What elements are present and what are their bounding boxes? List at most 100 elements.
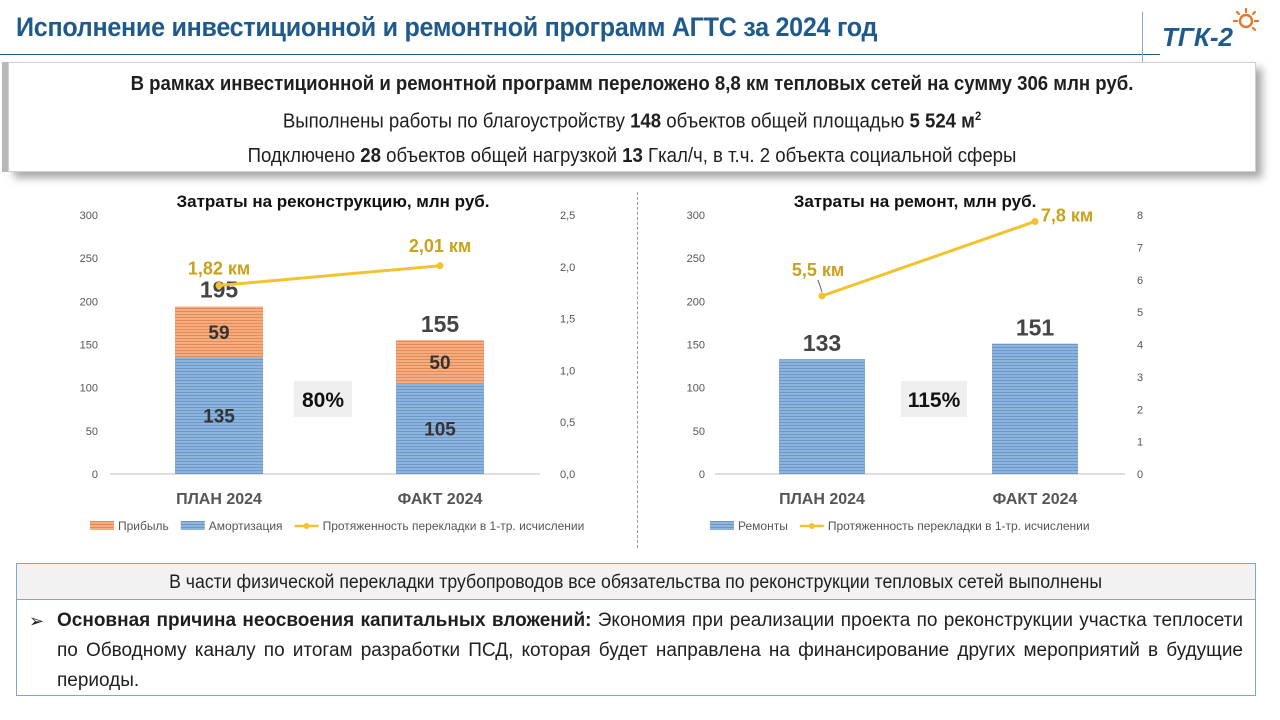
summary-line-connections: Подключено 28 объектов общей нагрузкой 1… bbox=[53, 145, 1212, 168]
percent-box bbox=[901, 381, 967, 417]
legend-line-marker bbox=[303, 523, 310, 529]
legend-line-marker bbox=[808, 523, 815, 529]
y-tick-label: 300 bbox=[687, 210, 705, 222]
summary-text: Гкал/ч, в т.ч. 2 объекта социальной сфер… bbox=[642, 145, 1017, 167]
y2-tick-label: 6 bbox=[1137, 275, 1143, 287]
line-point bbox=[215, 281, 223, 289]
summary-text: Выполнены работы по благоустройству bbox=[282, 110, 631, 133]
category-label: ПЛАН 2024 bbox=[779, 491, 865, 508]
y2-tick-label: 4 bbox=[1137, 340, 1143, 352]
summary-text: объектов общей нагрузкой bbox=[381, 145, 623, 167]
title-underline bbox=[0, 54, 1160, 55]
reason-box: ➢ Основная причина неосвоения капитальны… bbox=[16, 600, 1256, 696]
sun-icon bbox=[1232, 7, 1260, 32]
bullet-arrow-icon: ➢ bbox=[29, 611, 45, 631]
y-tick-label: 150 bbox=[687, 340, 705, 352]
y2-tick-label: 1 bbox=[1137, 437, 1143, 449]
y-tick-label: 200 bbox=[80, 296, 98, 308]
summary-line-landscaping: Выполнены работы по благоустройству 148 … bbox=[53, 109, 1212, 134]
bar-base bbox=[779, 359, 865, 474]
reason-label: Основная причина неосвоения капитальных … bbox=[57, 610, 592, 631]
bar-top bbox=[175, 306, 263, 358]
summary-line-networks: В рамках инвестиционной и ремонтной прог… bbox=[130, 73, 1134, 95]
bar-base bbox=[992, 343, 1078, 474]
bar-segment-label: 50 bbox=[429, 353, 450, 374]
y2-tick-label: 8 bbox=[1137, 210, 1143, 222]
label-leader-line bbox=[817, 279, 823, 293]
summary-text: объектов общей площадью bbox=[661, 110, 910, 133]
legend-swatch bbox=[180, 521, 205, 530]
chart-divider bbox=[637, 192, 638, 548]
summary-area-unit-sup: 2 bbox=[974, 109, 982, 123]
bar-base bbox=[175, 357, 263, 474]
legend-label: Амортизация bbox=[209, 519, 283, 533]
y-tick-label: 100 bbox=[687, 383, 705, 395]
bar-segment-label: 105 bbox=[424, 420, 456, 441]
bar-segment-label: 135 bbox=[203, 407, 235, 428]
legend-swatch bbox=[710, 521, 734, 530]
y-tick-label: 0 bbox=[699, 469, 705, 481]
summary-banner: В рамках инвестиционной и ремонтной прог… bbox=[8, 62, 1256, 172]
bar-top bbox=[396, 340, 484, 384]
y2-tick-label: 2,5 bbox=[560, 210, 575, 222]
y2-tick-label: 5 bbox=[1137, 307, 1143, 319]
legend-label: Прибыль bbox=[118, 519, 169, 533]
reconstruction-chart: Затраты на реконструкцию, млн руб. 0 50 100… bbox=[80, 192, 585, 533]
legend-swatch bbox=[90, 521, 114, 530]
y2-tick-label: 1,0 bbox=[560, 365, 575, 377]
bar-segment-label: 59 bbox=[208, 323, 229, 344]
line-series bbox=[821, 220, 1036, 298]
summary-text: Подключено bbox=[247, 145, 361, 167]
y2-tick-label: 0 bbox=[1137, 469, 1143, 481]
y2-tick-label: 2,0 bbox=[560, 262, 575, 274]
bar-total-label: 155 bbox=[421, 311, 460, 337]
line-point bbox=[1031, 217, 1039, 225]
legend-label: Протяженность перекладки в 1-тр. исчисле… bbox=[828, 519, 1090, 533]
y2-tick-label: 3 bbox=[1137, 372, 1143, 384]
line-point-label: 1,82 км bbox=[188, 258, 250, 278]
category-label: ФАКТ 2024 bbox=[993, 491, 1078, 508]
percent-label: 115% bbox=[908, 389, 961, 412]
y2-tick-label: 0,5 bbox=[560, 417, 575, 429]
y-tick-label: 100 bbox=[80, 383, 98, 395]
bar-total-label: 151 bbox=[1016, 315, 1055, 341]
y-tick-label: 0 bbox=[92, 469, 98, 481]
repair-chart: Затраты на ремонт, млн руб.0501001502002… bbox=[687, 192, 1143, 533]
line-point-label: 5,5 км bbox=[792, 260, 844, 280]
summary-connected-count: 28 bbox=[360, 145, 382, 167]
y2-tick-label: 1,5 bbox=[560, 314, 575, 326]
chart-title: Затраты на ремонт, млн руб. bbox=[794, 192, 1037, 211]
y-tick-label: 250 bbox=[80, 253, 98, 265]
line-point-label: 2,01 км bbox=[409, 236, 471, 256]
bar-total-label: 133 bbox=[803, 330, 841, 356]
line-series bbox=[218, 264, 441, 287]
line-point bbox=[436, 262, 444, 270]
y-tick-label: 300 bbox=[80, 210, 98, 222]
legend-label: Протяженность перекладки в 1-тр. исчисле… bbox=[323, 519, 585, 533]
percent-box bbox=[294, 381, 352, 417]
summary-area: 5 524 м bbox=[909, 110, 975, 133]
y2-tick-label: 0,0 bbox=[560, 469, 575, 481]
y-tick-label: 200 bbox=[687, 296, 705, 308]
y-tick-label: 50 bbox=[693, 426, 705, 438]
category-label: ПЛАН 2024 bbox=[176, 491, 262, 508]
y2-tick-label: 7 bbox=[1137, 242, 1143, 254]
summary-objects-count: 148 bbox=[630, 110, 662, 133]
bar-total-label: 195 bbox=[200, 277, 239, 303]
conclusion-box: В части физической перекладки трубопрово… bbox=[16, 563, 1256, 600]
y-tick-label: 250 bbox=[687, 253, 705, 265]
y-tick-label: 50 bbox=[86, 426, 98, 438]
y2-tick-label: 2 bbox=[1137, 404, 1143, 416]
chart-title: Затраты на реконструкцию, млн руб. bbox=[176, 192, 489, 211]
bar-base bbox=[396, 383, 484, 474]
y-tick-label: 150 bbox=[80, 340, 98, 352]
logo-text: ТГК-2 bbox=[1162, 22, 1233, 52]
line-point bbox=[818, 292, 826, 300]
category-label: ФАКТ 2024 bbox=[398, 491, 483, 508]
summary-load: 13 bbox=[622, 145, 643, 167]
conclusion-text: В части физической перекладки трубопрово… bbox=[169, 572, 1103, 593]
legend-label: Ремонты bbox=[738, 519, 788, 533]
logo-divider bbox=[1142, 12, 1143, 62]
reason-text: Экономия при реализации проекта по рекон… bbox=[57, 610, 1243, 691]
line-point-label: 7,8 км bbox=[1041, 205, 1093, 225]
